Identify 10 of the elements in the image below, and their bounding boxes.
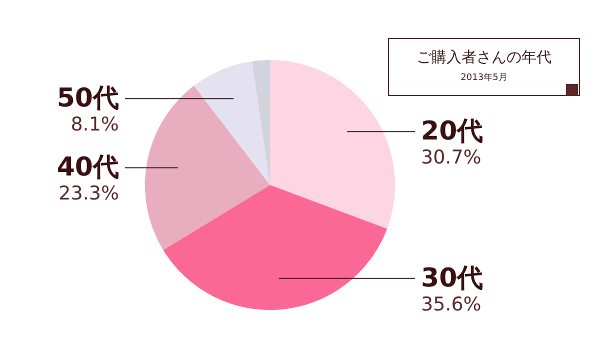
- chart-title: ご購入者さんの年代: [416, 48, 552, 67]
- slice-label: 20代: [421, 116, 484, 147]
- data-label: 30.7%: [421, 146, 482, 169]
- data-label: 8.1%: [70, 114, 119, 136]
- data-label: 35.6%: [421, 293, 482, 316]
- data-label: 23.3%: [58, 182, 119, 205]
- slice-label: 30代: [421, 263, 484, 294]
- slice-label: 40代: [56, 152, 119, 183]
- text: 2013年5月: [460, 72, 508, 84]
- slice-label: 50代: [56, 84, 119, 114]
